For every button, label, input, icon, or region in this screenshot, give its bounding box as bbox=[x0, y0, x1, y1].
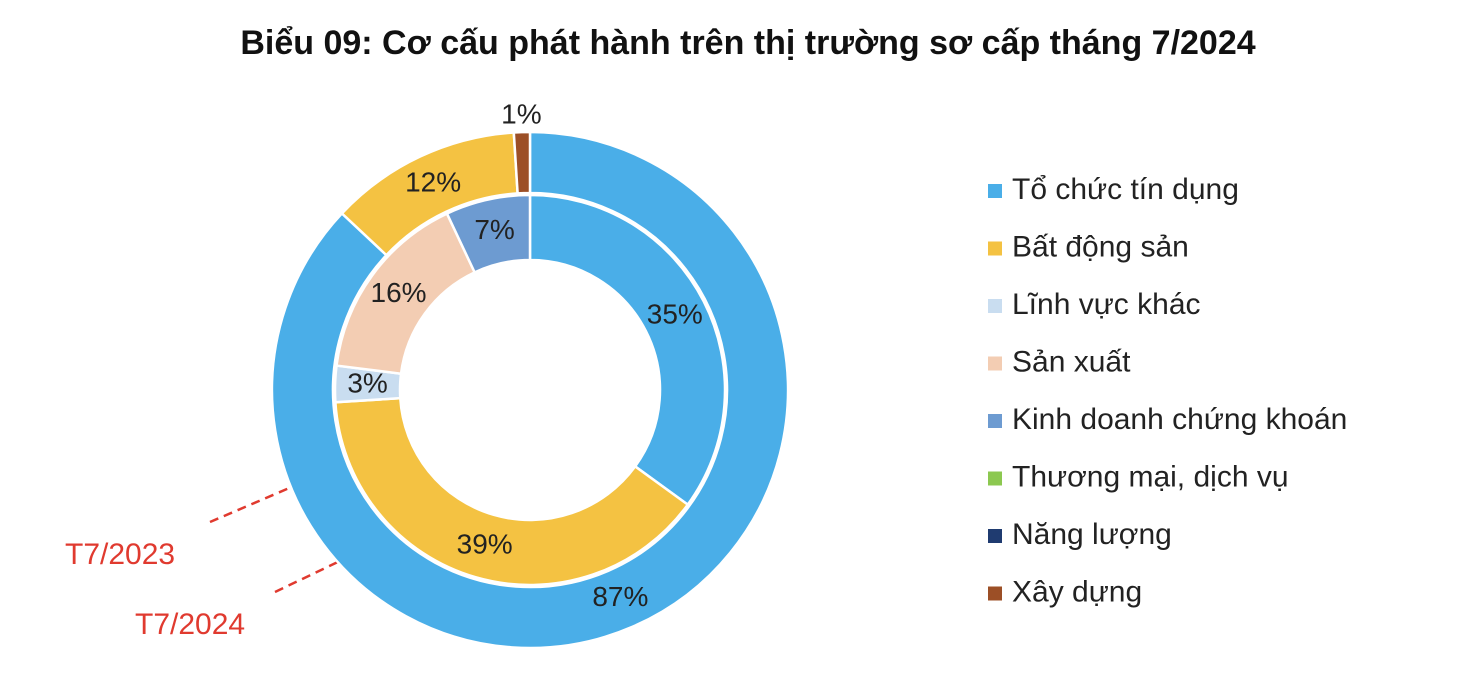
legend-label: Thương mại, dịch vụ bbox=[1012, 460, 1289, 493]
legend-label: Xây dựng bbox=[1012, 575, 1142, 608]
legend-label: Tổ chức tín dụng bbox=[1012, 173, 1239, 206]
donut-segment bbox=[512, 130, 532, 195]
data-label: 16% bbox=[371, 277, 427, 308]
legend-swatch bbox=[988, 471, 1002, 486]
legend-swatch bbox=[988, 299, 1002, 313]
legend-swatch bbox=[988, 241, 1002, 256]
annotation-line bbox=[274, 558, 343, 594]
donut-segment bbox=[270, 130, 790, 650]
data-label: 12% bbox=[405, 167, 461, 198]
legend-swatch bbox=[988, 414, 1002, 428]
legend-label: Sản xuất bbox=[1012, 345, 1131, 378]
legend-swatch bbox=[988, 529, 1002, 543]
legend-label: Kinh doanh chứng khoán bbox=[1012, 403, 1347, 436]
donut-segment bbox=[445, 193, 532, 275]
legend-label: Năng lượng bbox=[1012, 518, 1172, 551]
donut-segment bbox=[334, 396, 690, 587]
data-label: 35% bbox=[647, 299, 703, 330]
chart-title: Biểu 09: Cơ cấu phát hành trên thị trườn… bbox=[240, 24, 1255, 62]
series-annotation: T7/2024 bbox=[135, 608, 245, 641]
legend-label: Bất động sản bbox=[1012, 230, 1189, 263]
legend-swatch bbox=[988, 356, 1002, 371]
donut-segment bbox=[528, 193, 727, 507]
legend-label: Lĩnh vực khác bbox=[1012, 288, 1201, 321]
legend-swatch bbox=[988, 586, 1002, 601]
data-label: 1% bbox=[501, 99, 541, 130]
data-label: 39% bbox=[457, 528, 513, 559]
series-annotation: T7/2023 bbox=[65, 538, 175, 571]
legend-swatch bbox=[988, 184, 1002, 198]
data-label: 3% bbox=[347, 367, 387, 398]
data-label: 7% bbox=[474, 214, 514, 245]
data-label: 87% bbox=[592, 581, 648, 612]
